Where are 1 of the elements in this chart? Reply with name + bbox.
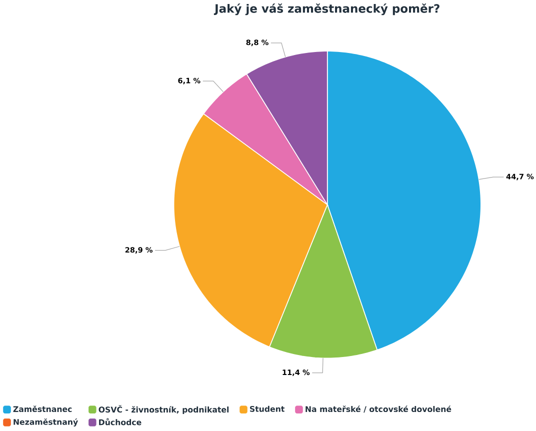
- chart-title: Jaký je váš zaměstnanecký poměr?: [214, 4, 440, 16]
